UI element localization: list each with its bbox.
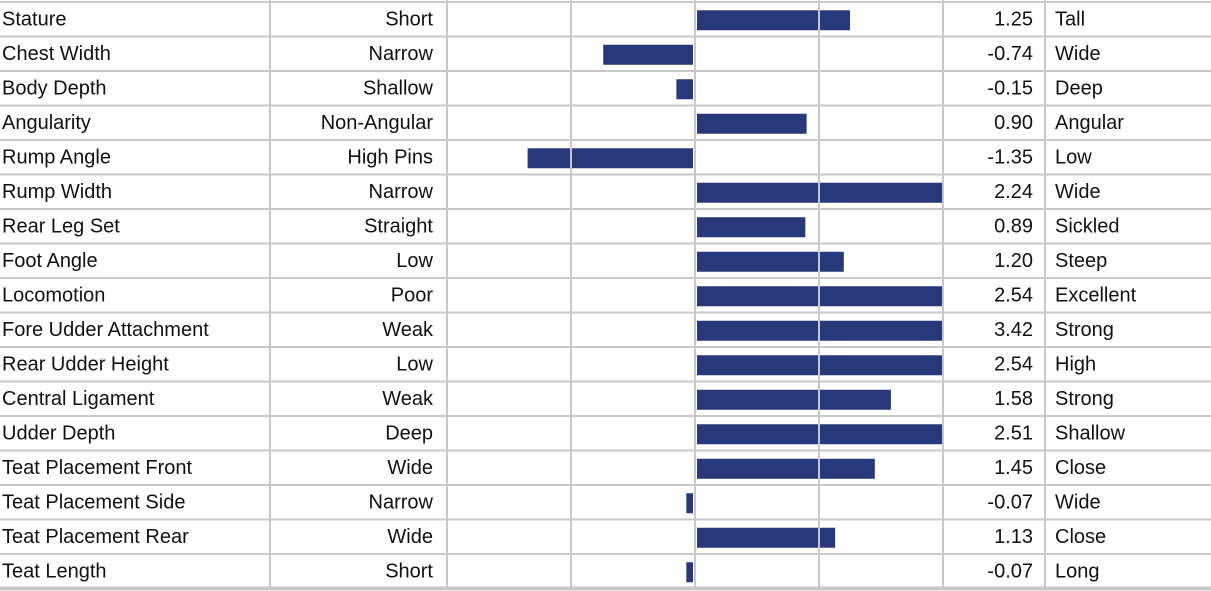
low-label: Weak bbox=[382, 388, 434, 410]
low-label: Deep bbox=[385, 423, 433, 445]
trait-name: Rump Width bbox=[2, 181, 112, 203]
trait-name: Teat Placement Side bbox=[2, 492, 185, 514]
high-label: Wide bbox=[1055, 181, 1101, 203]
high-label: Strong bbox=[1055, 319, 1114, 341]
trait-name: Teat Placement Front bbox=[2, 457, 193, 479]
low-label: Low bbox=[396, 354, 433, 376]
trait-name: Rear Udder Height bbox=[2, 354, 169, 376]
bar bbox=[697, 217, 806, 238]
low-label: Wide bbox=[387, 526, 433, 548]
bar bbox=[527, 148, 693, 169]
value-label: -0.15 bbox=[987, 78, 1033, 100]
value-label: 1.20 bbox=[994, 250, 1033, 272]
value-label: 2.24 bbox=[994, 181, 1033, 203]
bar bbox=[686, 493, 693, 514]
low-label: Narrow bbox=[369, 43, 434, 65]
trait-name: Foot Angle bbox=[2, 250, 98, 272]
bar bbox=[697, 113, 807, 134]
low-label: Wide bbox=[387, 457, 433, 479]
trait-name: Stature bbox=[2, 9, 66, 31]
trait-name: Teat Placement Rear bbox=[2, 526, 189, 548]
trait-name: Teat Length bbox=[2, 561, 107, 583]
value-label: -0.07 bbox=[987, 561, 1033, 583]
bar bbox=[697, 527, 836, 548]
high-label: Close bbox=[1055, 457, 1106, 479]
bar bbox=[697, 389, 891, 410]
bar bbox=[697, 286, 943, 307]
bar bbox=[697, 458, 875, 479]
bar bbox=[686, 562, 693, 583]
low-label: Short bbox=[385, 561, 433, 583]
value-label: -1.35 bbox=[987, 147, 1033, 169]
low-label: Narrow bbox=[369, 492, 434, 514]
value-label: 2.54 bbox=[994, 354, 1033, 376]
low-label: Shallow bbox=[363, 78, 434, 100]
value-label: -0.74 bbox=[987, 43, 1033, 65]
value-label: 0.90 bbox=[994, 112, 1033, 134]
low-label: Short bbox=[385, 9, 433, 31]
trait-name: Central Ligament bbox=[2, 388, 155, 410]
high-label: Low bbox=[1055, 147, 1092, 169]
low-label: Non-Angular bbox=[321, 112, 434, 134]
value-label: 1.25 bbox=[994, 9, 1033, 31]
high-label: Shallow bbox=[1055, 423, 1126, 445]
value-label: 2.54 bbox=[994, 285, 1033, 307]
bar bbox=[697, 10, 850, 31]
bar bbox=[676, 79, 693, 100]
high-label: Tall bbox=[1055, 9, 1085, 31]
value-label: 0.89 bbox=[994, 216, 1033, 238]
high-label: Steep bbox=[1055, 250, 1107, 272]
low-label: Poor bbox=[391, 285, 434, 307]
bar bbox=[697, 355, 943, 376]
low-label: Low bbox=[396, 250, 433, 272]
high-label: Angular bbox=[1055, 112, 1124, 134]
trait-name: Angularity bbox=[2, 112, 91, 134]
high-label: Sickled bbox=[1055, 216, 1119, 238]
bar bbox=[697, 182, 943, 203]
bar bbox=[697, 251, 844, 272]
value-label: 1.58 bbox=[994, 388, 1033, 410]
high-label: Deep bbox=[1055, 78, 1103, 100]
bar bbox=[697, 424, 943, 445]
high-label: High bbox=[1055, 354, 1096, 376]
trait-name: Body Depth bbox=[2, 78, 107, 100]
trait-name: Chest Width bbox=[2, 43, 111, 65]
value-label: 3.42 bbox=[994, 319, 1033, 341]
value-label: 1.13 bbox=[994, 526, 1033, 548]
low-label: Narrow bbox=[369, 181, 434, 203]
high-label: Wide bbox=[1055, 492, 1101, 514]
trait-name: Locomotion bbox=[2, 285, 105, 307]
high-label: Close bbox=[1055, 526, 1106, 548]
bar bbox=[603, 44, 693, 65]
trait-name: Rump Angle bbox=[2, 147, 111, 169]
low-label: High Pins bbox=[347, 147, 433, 169]
high-label: Strong bbox=[1055, 388, 1114, 410]
trait-name: Rear Leg Set bbox=[2, 216, 120, 238]
low-label: Straight bbox=[364, 216, 433, 238]
low-label: Weak bbox=[382, 319, 434, 341]
high-label: Long bbox=[1055, 561, 1100, 583]
value-label: -0.07 bbox=[987, 492, 1033, 514]
value-label: 2.51 bbox=[994, 423, 1033, 445]
trait-name: Fore Udder Attachment bbox=[2, 319, 209, 341]
value-label: 1.45 bbox=[994, 457, 1033, 479]
trait-name: Udder Depth bbox=[2, 423, 115, 445]
high-label: Wide bbox=[1055, 43, 1101, 65]
high-label: Excellent bbox=[1055, 285, 1137, 307]
